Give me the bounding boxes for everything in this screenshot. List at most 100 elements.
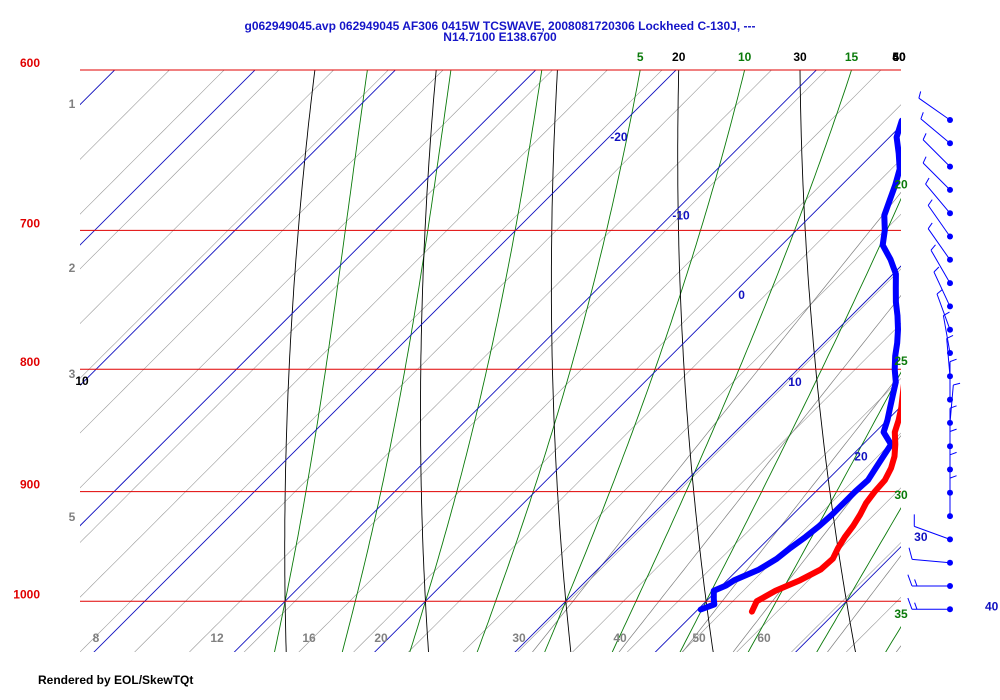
altitude-label: 1 bbox=[69, 97, 76, 111]
grid-line bbox=[845, 596, 901, 652]
dry-adiabat-label: 40 bbox=[892, 50, 906, 64]
mixing-ratio-label: 8 bbox=[93, 631, 100, 645]
isotherm-label: -10 bbox=[672, 208, 690, 222]
wind-barb bbox=[930, 244, 953, 287]
moist-adiabat bbox=[476, 70, 641, 652]
isobars bbox=[80, 69, 901, 602]
dry-adiabat bbox=[919, 0, 1000, 662]
moist-adiabat bbox=[611, 70, 852, 652]
isotherm bbox=[80, 70, 256, 246]
dry-adiabat-label: 50 bbox=[892, 50, 906, 64]
dry-adiabat-label: 30 bbox=[793, 50, 807, 64]
dry-adiabat-label: 10 bbox=[75, 374, 89, 388]
isotherms bbox=[0, 0, 1000, 662]
grid-line bbox=[791, 542, 901, 652]
mixing-ratio-label: 20 bbox=[374, 631, 388, 645]
grid-line bbox=[189, 70, 772, 652]
grid-line bbox=[134, 70, 718, 652]
grid-line bbox=[80, 70, 608, 598]
grid-line bbox=[80, 70, 663, 652]
moist-adiabat-label: 15 bbox=[845, 50, 859, 64]
moist-adiabat-label: 10 bbox=[738, 50, 752, 64]
moist-adiabat bbox=[544, 70, 746, 652]
mixing-ratio-line bbox=[618, 294, 901, 652]
wind-barb bbox=[925, 177, 953, 217]
isotherm bbox=[93, 70, 677, 652]
grid-line bbox=[80, 70, 170, 160]
wind-barb bbox=[922, 133, 953, 170]
moist-adiabat bbox=[409, 70, 543, 652]
grid-line bbox=[80, 70, 389, 379]
grid-line bbox=[407, 158, 901, 652]
moist-adiabat-label: 25 bbox=[894, 354, 908, 368]
grid-line bbox=[80, 70, 444, 434]
wind-barb bbox=[913, 514, 953, 543]
isotherm bbox=[0, 0, 46, 662]
mixing-ratio-label: 30 bbox=[512, 631, 526, 645]
moist-adiabat bbox=[341, 70, 452, 652]
grid-line bbox=[80, 70, 116, 106]
pressure-label: 900 bbox=[20, 478, 40, 492]
dry-adiabat bbox=[420, 70, 437, 652]
wind-barb bbox=[936, 289, 953, 333]
altitude-label: 2 bbox=[69, 261, 76, 275]
isotherm-label: 30 bbox=[914, 530, 928, 544]
wind-barb bbox=[947, 405, 957, 450]
footer-credit: Rendered by EOL/SkewTQt bbox=[38, 673, 194, 687]
moist-adiabats bbox=[274, 70, 901, 652]
wind-barb bbox=[947, 428, 957, 473]
isotherm bbox=[926, 0, 1000, 662]
isotherm bbox=[654, 405, 901, 652]
dry-adiabat bbox=[677, 70, 714, 652]
moist-adiabat-label: 30 bbox=[894, 488, 908, 502]
mixing-ratio-label: 16 bbox=[302, 631, 316, 645]
grid-line bbox=[298, 70, 882, 652]
isotherm bbox=[233, 70, 818, 652]
grid-line bbox=[80, 70, 499, 489]
isotherm bbox=[514, 265, 901, 652]
wind-barb bbox=[922, 156, 953, 193]
dry-adiabat bbox=[284, 70, 316, 652]
dry-adiabat bbox=[799, 70, 856, 652]
isotherm bbox=[80, 70, 396, 386]
grid-line bbox=[462, 213, 901, 652]
mixing-ratio-line bbox=[988, 0, 1000, 662]
grid-line bbox=[353, 104, 901, 652]
grid-line bbox=[517, 268, 901, 652]
wind-barb bbox=[947, 382, 961, 426]
grid-line bbox=[946, 0, 1000, 662]
moist-adiabat bbox=[274, 70, 368, 652]
isotherm bbox=[374, 125, 901, 652]
wind-barb bbox=[927, 222, 953, 263]
moist-adiabat bbox=[816, 507, 901, 652]
pressure-label: 800 bbox=[20, 355, 40, 369]
chart-title: g062949045.avp 062949045 AF306 0415W TCS… bbox=[244, 19, 756, 33]
isotherm-label: 0 bbox=[738, 288, 745, 302]
isotherm bbox=[80, 70, 116, 106]
moist-adiabat-label: 20 bbox=[894, 177, 908, 191]
dewpoint-profile bbox=[697, 117, 901, 613]
temperature-profile bbox=[748, 383, 901, 615]
wind-barb bbox=[907, 597, 953, 613]
dry-adiabats bbox=[284, 0, 1000, 662]
moist-adiabat bbox=[679, 197, 901, 652]
wind-barb bbox=[908, 547, 953, 566]
mixing-ratio-lines bbox=[80, 0, 1000, 662]
sounding-profiles bbox=[697, 117, 901, 615]
moist-adiabat-label: 5 bbox=[637, 50, 644, 64]
mixing-ratio-label: 50 bbox=[692, 631, 706, 645]
isotherm-label: 20 bbox=[854, 449, 868, 463]
isotherm-label: 10 bbox=[788, 375, 802, 389]
wind-barb bbox=[918, 91, 953, 123]
moist-adiabat-label: 35 bbox=[894, 607, 908, 621]
mixing-ratio-label: 60 bbox=[757, 631, 771, 645]
altitude-label: 5 bbox=[69, 510, 76, 524]
wind-barb bbox=[927, 199, 953, 240]
mixing-ratio-line bbox=[827, 555, 901, 652]
altitude-label: 3 bbox=[69, 367, 76, 381]
dry-adiabat bbox=[550, 70, 572, 652]
grid-line bbox=[80, 70, 280, 270]
grid-line bbox=[80, 70, 553, 543]
pressure-label: 700 bbox=[20, 216, 40, 230]
